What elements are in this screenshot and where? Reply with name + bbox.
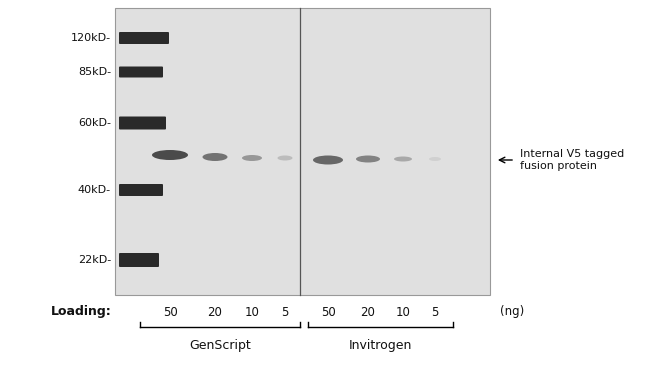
FancyBboxPatch shape bbox=[119, 116, 166, 130]
Text: 20: 20 bbox=[207, 305, 222, 319]
Text: Invitrogen: Invitrogen bbox=[348, 339, 411, 351]
Ellipse shape bbox=[356, 155, 380, 162]
FancyBboxPatch shape bbox=[119, 32, 169, 44]
Text: 50: 50 bbox=[162, 305, 177, 319]
Ellipse shape bbox=[394, 156, 412, 161]
Text: 10: 10 bbox=[244, 305, 259, 319]
Ellipse shape bbox=[429, 157, 441, 161]
Text: 20: 20 bbox=[361, 305, 376, 319]
FancyBboxPatch shape bbox=[119, 66, 163, 78]
Ellipse shape bbox=[203, 153, 228, 161]
Text: Loading:: Loading: bbox=[51, 305, 112, 319]
FancyBboxPatch shape bbox=[119, 184, 163, 196]
Bar bbox=[115, 8, 490, 295]
Text: 50: 50 bbox=[320, 305, 335, 319]
Text: 40kD-: 40kD- bbox=[78, 185, 111, 195]
Text: 85kD-: 85kD- bbox=[78, 67, 111, 77]
Ellipse shape bbox=[278, 155, 292, 161]
Ellipse shape bbox=[313, 155, 343, 164]
Text: 5: 5 bbox=[281, 305, 289, 319]
Text: 60kD-: 60kD- bbox=[78, 118, 111, 128]
Text: (ng): (ng) bbox=[500, 305, 525, 319]
Ellipse shape bbox=[242, 155, 262, 161]
Text: 5: 5 bbox=[432, 305, 439, 319]
Ellipse shape bbox=[152, 150, 188, 160]
Text: 10: 10 bbox=[396, 305, 410, 319]
FancyBboxPatch shape bbox=[119, 253, 159, 267]
Text: 22kD-: 22kD- bbox=[78, 255, 111, 265]
Text: 120kD-: 120kD- bbox=[71, 33, 111, 43]
Text: Internal V5 tagged
fusion protein: Internal V5 tagged fusion protein bbox=[520, 149, 624, 171]
Text: GenScript: GenScript bbox=[189, 339, 251, 351]
